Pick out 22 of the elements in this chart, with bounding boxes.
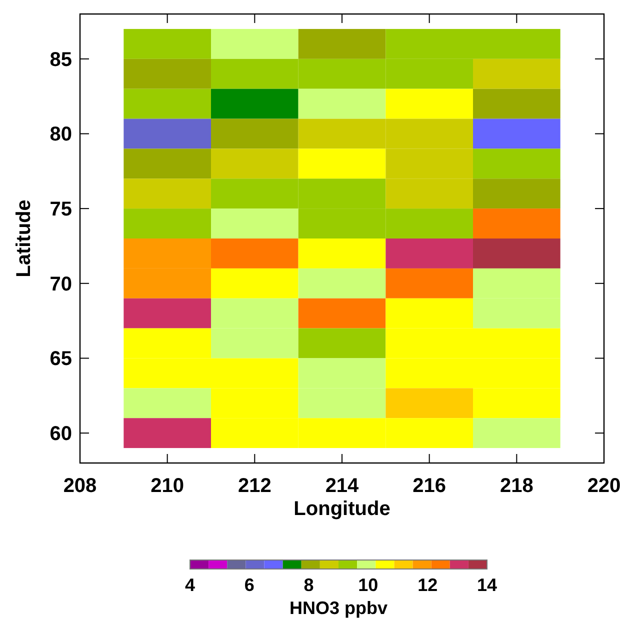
x-axis-title: Longitude bbox=[294, 498, 390, 520]
x-tick-label: 210 bbox=[150, 475, 184, 497]
color-bar-label: 4 bbox=[184, 575, 196, 595]
y-tick-label: 75 bbox=[50, 198, 72, 221]
x-tick-label: 218 bbox=[500, 475, 534, 497]
x-tick-label: 216 bbox=[412, 475, 446, 497]
y-tick-label: 70 bbox=[50, 273, 72, 296]
y-tick-label: 65 bbox=[50, 348, 72, 370]
y-tick-label: 80 bbox=[50, 124, 72, 146]
y-tick-label: 60 bbox=[50, 423, 72, 446]
color-bar-title: HNO3 ppbv bbox=[289, 598, 388, 618]
color-bar-label: 8 bbox=[304, 575, 314, 595]
color-bar-label: 12 bbox=[418, 575, 438, 595]
y-axis-title: Latitude bbox=[13, 200, 35, 278]
y-tick-label: 85 bbox=[50, 48, 72, 71]
color-bar-label: 10 bbox=[358, 575, 378, 595]
x-tick-label: 220 bbox=[587, 475, 620, 497]
x-tick-label: 212 bbox=[238, 475, 272, 497]
x-tick-label: 208 bbox=[63, 475, 97, 497]
color-bar-label: 6 bbox=[244, 575, 254, 595]
x-tick-label: 214 bbox=[325, 475, 360, 497]
color-bar-label: 14 bbox=[476, 575, 498, 595]
